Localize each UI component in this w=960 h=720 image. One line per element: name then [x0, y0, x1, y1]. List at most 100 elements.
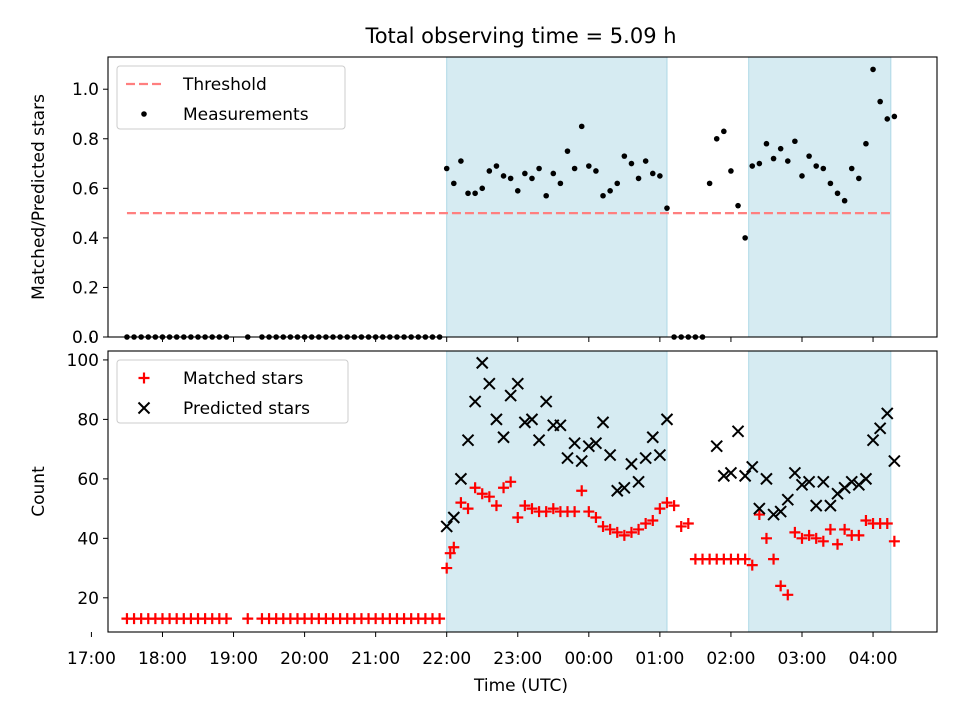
matched-star-point	[469, 482, 481, 494]
predicted-star-point	[603, 448, 617, 462]
predicted-star-point	[589, 436, 603, 450]
x-tick-label: 20:00	[280, 649, 329, 669]
matched-star-point	[824, 523, 836, 535]
measurement-point	[529, 175, 535, 182]
measurement-point	[550, 170, 557, 177]
y-tick-label: 100	[67, 351, 99, 371]
measurement-point	[756, 160, 763, 167]
measurement-point	[500, 173, 507, 179]
measurement-point	[586, 163, 592, 169]
measurement-point	[479, 185, 486, 192]
measurement-point	[536, 165, 542, 172]
measurement-point	[522, 170, 528, 177]
matched-star-point	[881, 517, 893, 529]
predicted-star-point	[596, 416, 610, 429]
predicted-star-point	[554, 419, 567, 432]
measurement-point	[856, 175, 862, 182]
bottom-axes-ticks: 20 40 60 80 100	[67, 351, 874, 637]
top-axes-frame	[107, 56, 938, 338]
measurement-point	[777, 145, 784, 152]
matched-star-point	[448, 541, 460, 553]
legend-label: Matched stars	[183, 369, 303, 389]
measurement-point	[443, 165, 450, 172]
x-tick-label: 19:00	[209, 649, 258, 669]
measurement-point	[799, 173, 805, 179]
bottom-panel: 20 40 60 80 100 Count Matched stars Predicted…	[29, 350, 938, 637]
predicted-star-point	[539, 395, 553, 408]
matched-star-point	[498, 482, 510, 494]
matched-star-point	[888, 535, 900, 547]
matched-star-point	[668, 500, 680, 512]
x-tick-label: 17:00	[67, 649, 116, 669]
measurement-point	[621, 153, 628, 159]
shaded-interval	[446, 56, 668, 338]
predicted-star-point	[746, 460, 759, 474]
x-axis-ticks: 17:00 18:00 19:00 20:00 21:00 22:00 23:00 00:00…	[67, 649, 898, 669]
matched-star-point	[789, 526, 801, 538]
predicted-star-point	[568, 436, 581, 450]
measurement-point	[891, 113, 898, 120]
predicted-star-point	[440, 520, 453, 533]
predicted-star-point	[561, 451, 574, 465]
measurement-point	[870, 66, 876, 73]
predicted-star-point	[824, 499, 837, 512]
matched-star-point	[803, 529, 815, 541]
y-tick-label: 80	[77, 410, 99, 430]
matched-star-point	[853, 529, 865, 541]
measurement-point	[607, 188, 613, 194]
matched-star-point	[547, 503, 559, 515]
measurement-point	[784, 158, 791, 164]
x-tick-label: 04:00	[849, 649, 898, 669]
matched-star-point	[746, 559, 758, 571]
x-tick-label: 23:00	[493, 649, 542, 669]
shaded-interval	[446, 350, 668, 633]
predicted-star-point	[618, 481, 631, 494]
observing-interval-shading	[446, 56, 892, 338]
predicted-star-point	[483, 377, 496, 390]
measurement-point	[614, 180, 621, 187]
bottom-axes-frame	[107, 350, 938, 633]
predicted-star-point	[660, 413, 674, 426]
matched-star-point	[625, 526, 637, 538]
measurement-point	[706, 180, 713, 187]
measurement-point	[664, 205, 670, 211]
top-series	[124, 66, 898, 340]
predicted-star-point	[859, 472, 873, 486]
matched-star-point	[604, 523, 616, 535]
measurement-point	[763, 140, 770, 147]
measurement-point	[635, 175, 642, 182]
matched-star-point	[611, 526, 623, 538]
predicted-star-point	[646, 431, 659, 444]
measurement-point	[514, 188, 521, 194]
measurement-point	[451, 180, 457, 187]
matched-star-point	[782, 589, 794, 601]
measurement-point	[806, 153, 812, 159]
matched-star-point	[441, 562, 453, 574]
matched-star-point	[633, 523, 645, 535]
predicted-star-point	[525, 413, 539, 426]
measurement-point	[713, 135, 720, 142]
legend-label: Threshold	[182, 75, 267, 95]
x-tick-label: 22:00	[422, 649, 471, 669]
measurement-point	[742, 235, 748, 241]
measurement-point	[841, 197, 848, 204]
matched-star-point	[505, 476, 517, 488]
predicted-star-point	[724, 466, 738, 480]
matched-star-point	[434, 613, 446, 625]
y-tick-label: 20	[77, 589, 99, 609]
predicted-star-point	[788, 466, 802, 480]
shaded-interval	[748, 350, 892, 633]
measurement-point	[543, 192, 549, 199]
predicted-star-point	[888, 454, 901, 468]
measurement-point	[884, 116, 891, 122]
matched-star-point	[490, 500, 502, 512]
matched-star-point	[462, 503, 474, 515]
y-tick-label: 0.2	[72, 278, 99, 298]
y-tick-label: 0.4	[72, 229, 99, 249]
x-tick-label: 02:00	[706, 649, 755, 669]
matched-star-point	[760, 532, 772, 544]
x-axis-label: Time (UTC)	[473, 676, 568, 696]
measurement-point	[472, 190, 478, 197]
predicted-star-point	[774, 505, 787, 518]
predicted-star-point	[582, 439, 596, 453]
